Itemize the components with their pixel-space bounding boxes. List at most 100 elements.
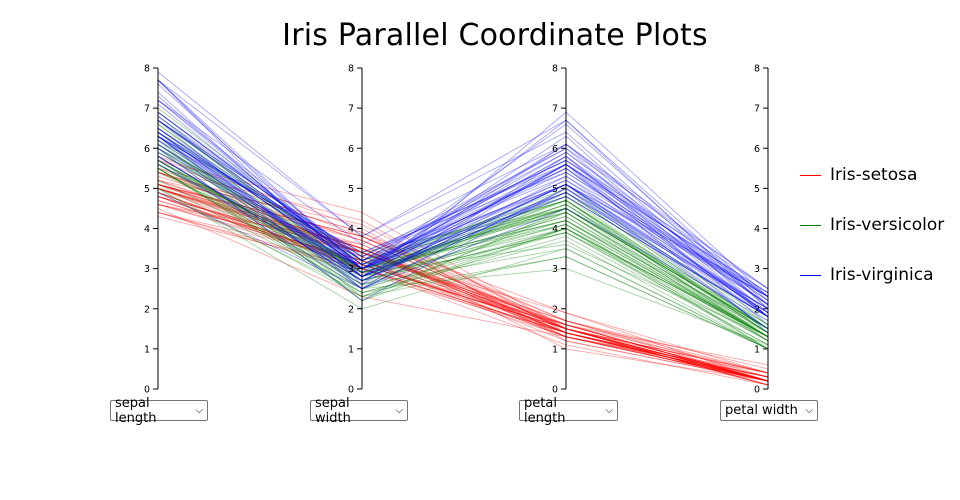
sample-line (157, 147, 769, 318)
sample-line (157, 163, 769, 338)
sample-line (157, 119, 769, 294)
chevron-down-icon: ⌵ (395, 405, 403, 416)
sample-line (157, 155, 769, 294)
sample-line (157, 79, 769, 298)
sample-line (157, 147, 769, 330)
sample-line (157, 79, 769, 302)
sample-line (157, 143, 769, 342)
sample-line (157, 135, 769, 330)
sample-line (157, 167, 769, 338)
sample-line (157, 131, 769, 298)
legend-item-virginica[interactable]: Iris-virginica (800, 250, 944, 300)
axis: 0 1 2 3 4 5 6 7 8 (348, 64, 363, 396)
sample-line (157, 211, 769, 382)
sample-line (157, 139, 769, 318)
sample-line (157, 119, 769, 334)
sample-line (157, 99, 769, 318)
sample-line (157, 111, 769, 306)
legend-swatch (800, 224, 821, 226)
sample-line (157, 195, 769, 386)
sample-line (157, 159, 769, 374)
sample-line (157, 167, 769, 346)
sample-line (157, 159, 769, 342)
tick-label: 2 (144, 304, 150, 315)
sample-line (157, 211, 769, 382)
tick-label: 3 (754, 264, 760, 275)
sample-line (157, 159, 769, 310)
sample-line (157, 103, 769, 306)
legend-item-setosa[interactable]: Iris-setosa (800, 150, 944, 200)
sample-line (157, 179, 769, 386)
sample-line (157, 151, 769, 318)
sample-line (157, 143, 769, 334)
chevron-down-icon: ⌵ (195, 405, 203, 416)
sample-line (157, 183, 769, 382)
sample-line (157, 195, 769, 382)
tick-label: 7 (552, 104, 558, 115)
axis-select-petal-length[interactable]: petal length ⌵ (519, 396, 618, 426)
sample-line (157, 191, 769, 386)
sample-line (157, 171, 769, 374)
sample-line (157, 167, 769, 338)
sample-line (157, 155, 769, 314)
chart-title: Iris Parallel Coordinate Plots (282, 18, 708, 53)
tick-label: 4 (348, 224, 354, 235)
sample-line (157, 143, 769, 338)
axis-select-value: sepal width (315, 395, 351, 426)
sample-line (157, 171, 769, 382)
sample-line (157, 131, 769, 318)
sample-line (157, 191, 769, 386)
tick-label: 3 (552, 264, 558, 275)
tick-label: 1 (348, 344, 354, 355)
tick-label: 4 (144, 224, 150, 235)
sample-line (157, 147, 769, 326)
sample-line (157, 183, 769, 374)
legend-swatch (800, 174, 821, 176)
sample-line (157, 135, 769, 338)
tick-label: 7 (144, 104, 150, 115)
axis-select-petal-width[interactable]: petal width ⌵ (720, 400, 818, 421)
sample-line (157, 99, 769, 326)
legend-swatch (800, 274, 821, 276)
sample-line (157, 183, 769, 378)
sample-line (157, 127, 769, 302)
sample-line (157, 183, 769, 374)
legend-item-versicolor[interactable]: Iris-versicolor (800, 200, 944, 250)
tick-label: 8 (754, 64, 760, 75)
sample-line (157, 191, 769, 386)
tick-label: 8 (144, 64, 150, 75)
legend-label: Iris-virginica (830, 265, 934, 285)
sample-line (157, 147, 769, 330)
sample-line (157, 159, 769, 378)
sample-line (157, 159, 769, 338)
sample-line (157, 135, 769, 318)
sample-line (157, 191, 769, 382)
tick-label: 1 (754, 344, 760, 355)
sample-line (157, 127, 769, 318)
chevron-down-icon: ⌵ (805, 405, 813, 416)
tick-label: 6 (552, 144, 558, 155)
sample-line (157, 131, 769, 330)
axis-select-sepal-length[interactable]: sepal length ⌵ (110, 396, 208, 426)
sample-line (157, 187, 769, 382)
sample-line (157, 159, 769, 338)
sample-line (157, 187, 769, 382)
sample-line (157, 159, 769, 338)
sample-line (157, 163, 769, 310)
sample-line (157, 151, 769, 330)
sample-line (157, 167, 769, 350)
sample-line (157, 115, 769, 298)
sample-line (157, 163, 769, 338)
sample-line (157, 119, 769, 322)
sample-line (157, 155, 769, 342)
tick-label: 8 (552, 64, 558, 75)
axis-select-value: sepal length (115, 395, 157, 426)
sample-line (157, 147, 769, 326)
sample-line (157, 167, 769, 382)
axis-select-value: petal width (725, 403, 798, 418)
sample-line (157, 179, 769, 382)
tick-label: 8 (348, 64, 354, 75)
axis-select-sepal-width[interactable]: sepal width ⌵ (310, 396, 408, 426)
sample-line (157, 147, 769, 350)
